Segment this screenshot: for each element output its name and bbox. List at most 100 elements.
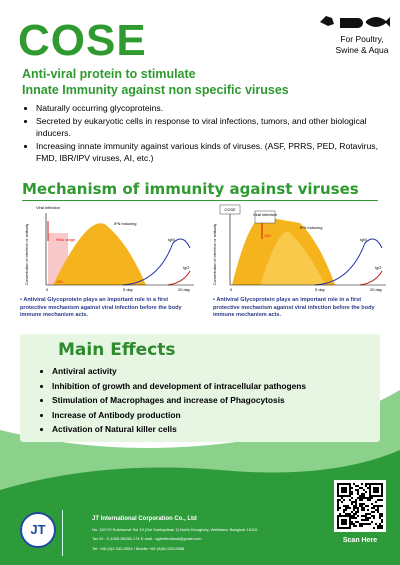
subtitle-line: Innate Immunity against non specific vir… (22, 83, 289, 97)
qr-module (353, 505, 355, 507)
qr-module (347, 515, 349, 517)
label: IgG (183, 265, 189, 270)
label: 0 (230, 287, 233, 292)
qr-module (373, 491, 375, 493)
qr-module (343, 521, 345, 523)
qr-module (353, 513, 355, 515)
qr-module (347, 495, 349, 497)
qr-module (337, 501, 339, 503)
qr-module (337, 505, 339, 507)
qr-module (373, 511, 375, 513)
qr-module (351, 501, 353, 503)
qr-module (345, 527, 347, 529)
qr-module (379, 525, 381, 527)
qr-module (379, 513, 381, 515)
qr-module (357, 497, 359, 499)
qr-module (375, 509, 377, 511)
qr-module (381, 521, 383, 523)
qr-module (369, 487, 371, 489)
ifn-area (53, 223, 146, 285)
label: 5 day (123, 287, 133, 292)
qr-module (379, 527, 381, 529)
qr-module (363, 515, 365, 517)
title: COSE (18, 16, 147, 65)
qr-module (363, 493, 365, 495)
qr-module (367, 487, 369, 489)
qr-module (355, 507, 357, 509)
label: Viral infection (36, 205, 60, 210)
qr-module (373, 489, 375, 491)
qr-module (349, 483, 351, 485)
qr-module (371, 483, 373, 485)
qr-module (349, 485, 351, 487)
qr-module (381, 483, 383, 485)
qr-module (367, 519, 369, 521)
qr-module (361, 499, 363, 501)
logo: JT (20, 512, 56, 548)
label: IFN inducing (300, 225, 322, 230)
qr-module (355, 499, 357, 501)
qr-module (379, 515, 381, 517)
qr-module (377, 525, 379, 527)
contact: JT International Corporation Co., Ltd No… (92, 515, 322, 553)
qr-module (337, 521, 339, 523)
label: 20 day (370, 287, 382, 292)
section-title: Main Effects (58, 340, 176, 360)
qr-module (343, 509, 345, 511)
qr-module (349, 489, 351, 491)
qr-module (363, 497, 365, 499)
qr-module (365, 497, 367, 499)
qr-module (343, 489, 345, 491)
qr-module (361, 487, 363, 489)
bullet: Secreted by eukaryotic cells in response… (36, 115, 396, 140)
subtitle-line: Anti-viral protein to stimulate (22, 67, 196, 81)
qr-module (339, 483, 341, 485)
qr-module (337, 499, 339, 501)
qr-module (363, 495, 365, 497)
qr-module (339, 499, 341, 501)
qr-module (367, 505, 369, 507)
qr-module (341, 497, 343, 499)
qr-module (353, 523, 355, 525)
qr-module (347, 513, 349, 515)
effect: Activation of Natural killer cells (52, 422, 392, 437)
qr-module (365, 505, 367, 507)
qr-module (343, 505, 345, 507)
section-title: Mechanism of immunity against viruses (22, 180, 359, 198)
qr-module (361, 519, 363, 521)
qr-module (343, 523, 345, 525)
qr-module (345, 487, 347, 489)
bullet: Naturally occurring glycoproteins. (36, 102, 396, 115)
qr-module (355, 511, 357, 513)
company: JT International Corporation Co., Ltd (92, 516, 197, 522)
qr-module (355, 517, 357, 519)
qr-module (341, 483, 343, 485)
qr-module (349, 507, 351, 509)
qr-module (373, 515, 375, 517)
igm-curve (122, 238, 191, 286)
qr-module (361, 493, 363, 495)
qr-module (381, 485, 383, 487)
qr-module (349, 527, 351, 529)
qr-module (361, 509, 363, 511)
qr-module (337, 519, 339, 521)
qr-module (337, 507, 339, 509)
qr-module (351, 517, 353, 519)
qr-module (381, 487, 383, 489)
qr-module (377, 499, 379, 501)
qr-module (337, 485, 339, 487)
qr-module (359, 495, 361, 497)
qr-module (353, 515, 355, 517)
qr-module (371, 497, 373, 499)
qr-module (373, 483, 375, 485)
qr-module (345, 509, 347, 511)
igg-curve (167, 270, 191, 286)
qr-module (347, 527, 349, 529)
label: Risk range (56, 237, 76, 242)
qr-module (345, 521, 347, 523)
label-box (219, 204, 241, 215)
qr-module (371, 495, 373, 497)
qr-module (363, 503, 365, 505)
qr-module (357, 507, 359, 509)
qr-module (351, 523, 353, 525)
